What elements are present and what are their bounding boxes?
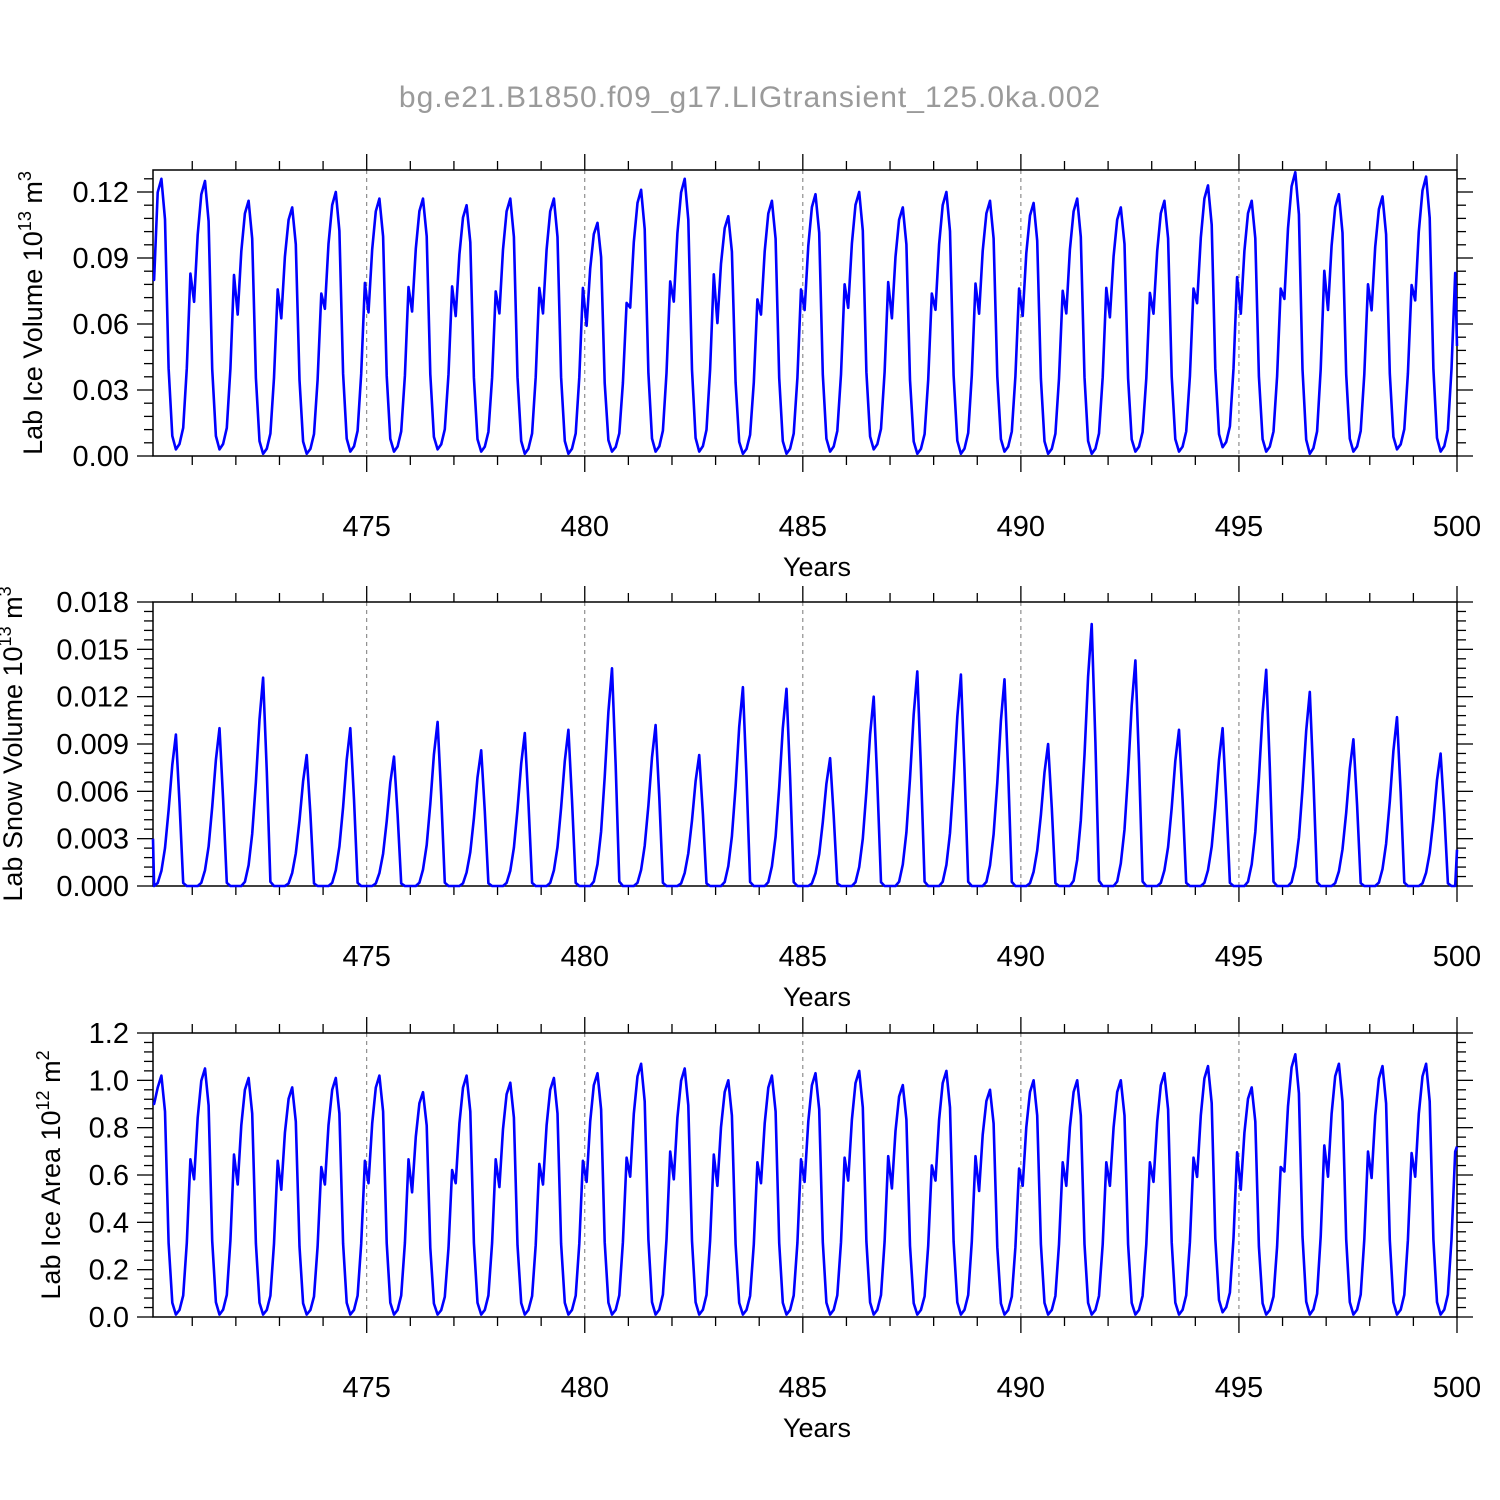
y-tick-label: 0.8: [89, 1113, 129, 1145]
series-line-ice-volume: [152, 170, 1459, 456]
y-tick-label: 0.000: [56, 871, 129, 903]
x-tick-label: 490: [997, 941, 1045, 973]
y-tick-label: 0.006: [56, 776, 129, 808]
y-tick-label: 0.012: [56, 682, 129, 714]
y-tick-label: 0.003: [56, 824, 129, 856]
panel-snow-volume: 475 480 485 490 495 500 Years 0.000 0.003 0.006 0.…: [0, 586, 1481, 1012]
x-tick-label: 490: [997, 1372, 1045, 1404]
y-tick-label: 0.018: [56, 587, 129, 619]
series-line-ice-area: [152, 1053, 1459, 1316]
x-tick-label: 495: [1215, 1372, 1263, 1404]
y-tick-label: 1.0: [89, 1065, 129, 1097]
x-tick-label: 475: [343, 1372, 391, 1404]
x-tick-label: 475: [343, 941, 391, 973]
y-tick-label: 0.03: [73, 375, 129, 407]
series-line-snow-volume: [151, 622, 1459, 888]
x-tick-label: 500: [1433, 1372, 1481, 1404]
y-tick-label: 0.12: [73, 177, 129, 209]
chart-title: bg.e21.B1850.f09_g17.LIGtransient_125.0k…: [399, 81, 1101, 114]
x-axis-title: Years: [783, 552, 851, 582]
panels: 475 480 485 490 495 500 Years 0.00 0.03 0.06 0.09 0…: [0, 154, 1481, 1443]
panel-ice-area: 475 480 485 490 495 500 Years 0.0 0.2 0.4 0.6 0.8 1.…: [33, 1017, 1481, 1443]
x-axis-title: Years: [783, 1413, 851, 1443]
y-tick-label: 0.2: [89, 1255, 129, 1287]
y-tick-label: 0.015: [56, 634, 129, 666]
y-tick-label: 0.009: [56, 729, 129, 761]
y-tick-label: 0.0: [89, 1302, 129, 1334]
x-tick-label: 495: [1215, 941, 1263, 973]
y-tick-label: 0.4: [89, 1207, 129, 1239]
x-tick-label: 500: [1433, 941, 1481, 973]
x-tick-label: 480: [561, 1372, 609, 1404]
x-tick-label: 485: [779, 1372, 827, 1404]
x-tick-label: 500: [1433, 511, 1481, 543]
y-tick-label: 0.00: [73, 441, 129, 473]
x-tick-label: 480: [561, 511, 609, 543]
x-tick-label: 495: [1215, 511, 1263, 543]
x-tick-label: 485: [779, 941, 827, 973]
x-tick-label: 475: [343, 511, 391, 543]
x-axis-title: Years: [783, 982, 851, 1012]
x-tick-label: 485: [779, 511, 827, 543]
y-axis-title: Lab Ice Volume 1013 m3: [15, 171, 48, 455]
y-tick-label: 0.06: [73, 309, 129, 341]
y-tick-label: 0.6: [89, 1160, 129, 1192]
y-tick-label: 0.09: [73, 243, 129, 275]
y-tick-label: 1.2: [89, 1018, 129, 1050]
y-axis-title: Lab Ice Area 1012 m2: [33, 1050, 66, 1299]
panel-ice-volume: 475 480 485 490 495 500 Years 0.00 0.03 0.06 0.09 0…: [15, 154, 1481, 582]
x-tick-label: 480: [561, 941, 609, 973]
x-tick-label: 490: [997, 511, 1045, 543]
y-axis-title: Lab Snow Volume 1013 m3: [0, 586, 28, 901]
